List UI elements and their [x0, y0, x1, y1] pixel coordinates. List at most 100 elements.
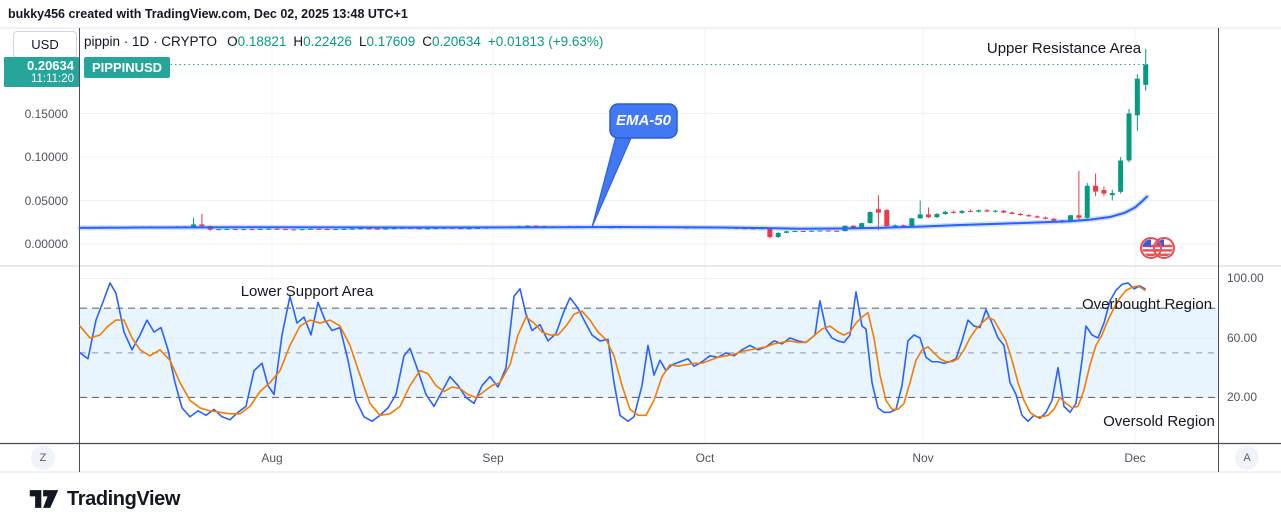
candle-body [241, 229, 247, 231]
candle-body [867, 211, 873, 224]
candle-body [1034, 216, 1040, 218]
candle-body [366, 228, 372, 230]
candle-body [1134, 78, 1140, 116]
month-label: Nov [912, 451, 934, 465]
candle-body [850, 225, 856, 229]
current-price-value: 0.20634 [27, 58, 74, 73]
candle-body [475, 227, 481, 229]
candle-body [349, 228, 355, 230]
candle-body [257, 228, 263, 230]
us-flag-event-icon[interactable] [1140, 237, 1162, 259]
candle-body [383, 228, 389, 230]
upper-resistance-annotation[interactable]: Upper Resistance Area [986, 40, 1142, 57]
candle-body [358, 228, 364, 230]
candle-body [341, 228, 347, 230]
candle-body [1084, 185, 1090, 218]
tradingview-logo-text: TradingView [67, 487, 181, 510]
stoch-d-line [79, 285, 1146, 418]
candle-body [391, 228, 397, 230]
flag-stripe [1142, 253, 1160, 256]
month-label: Sep [482, 451, 504, 465]
candle-body [859, 223, 865, 229]
candle-body [900, 225, 906, 227]
candle-body [458, 228, 464, 230]
us-flag-event-icon[interactable] [1153, 237, 1175, 259]
candle-body [926, 214, 932, 218]
candle-body [191, 224, 197, 227]
candle-body [992, 210, 998, 212]
candle-body [1126, 113, 1132, 161]
currency-scale-button[interactable]: USD [13, 31, 77, 58]
candle-body [1009, 212, 1015, 214]
candle-body [875, 209, 881, 213]
candle-body [1026, 215, 1032, 217]
candle-body [424, 228, 430, 230]
stoch-k-line [79, 282, 1146, 423]
flag-canton [1142, 239, 1151, 247]
change-value: +0.01813 (+9.63%) [487, 34, 604, 49]
ohlc-value: 0.18821 [237, 34, 287, 49]
price-tick-label: 0.00000 [24, 237, 68, 251]
bar-countdown: 11:11:20 [30, 73, 74, 85]
month-label: Oct [695, 451, 715, 465]
candle-body [199, 224, 205, 227]
chart-legend[interactable]: pippin · 1D · CRYPTO O0.18821 H0.22426 L0.1… [84, 34, 603, 49]
month-label: Dec [1124, 451, 1146, 465]
candle-body [792, 231, 798, 233]
ema-callout-label[interactable]: EMA-50 [615, 112, 671, 129]
price-tick-label: 0.05000 [24, 193, 68, 208]
price-tick-label: 0.15000 [24, 106, 68, 121]
flag-stripe [1142, 249, 1160, 252]
ema-callout-tail [591, 135, 633, 228]
candle-body [249, 229, 255, 231]
candle-body [775, 232, 781, 238]
candle-body [951, 211, 957, 213]
lower-support-annotation[interactable]: Lower Support Area [240, 283, 374, 300]
candle-body [942, 211, 948, 214]
candle-body [1143, 64, 1149, 85]
candle-body [224, 229, 230, 231]
stoch-tick-label: 20.00 [1227, 390, 1258, 405]
tradingview-logo-icon [29, 490, 59, 508]
ohlc-key: H [293, 34, 304, 49]
candle-body [767, 227, 773, 238]
candle-body [934, 213, 940, 218]
candle-body [784, 231, 790, 233]
candle-body [274, 228, 280, 230]
tradingview-logo[interactable]: TradingView [28, 486, 180, 512]
candle-body [316, 228, 322, 230]
candle-body [825, 230, 831, 232]
stoch-tick-label: 60.00 [1227, 330, 1258, 345]
candle-body [1042, 217, 1048, 219]
current-price-label: 0.20634 11:11:20 [4, 57, 79, 87]
ohlc-values: O0.18821 H0.22426 L0.17609 C0.20634 [227, 34, 488, 49]
ohlc-value: 0.17609 [366, 34, 416, 49]
ohlc-key: C [422, 34, 433, 49]
candle-body [299, 229, 305, 231]
oversold-annotation[interactable]: Oversold Region [1103, 413, 1215, 430]
ohlc-value: 0.20634 [432, 34, 481, 49]
reset-timescale-button[interactable]: Z [31, 446, 55, 470]
symbol-price-line-badge: PIPPINUSD [84, 57, 171, 78]
auto-scale-button[interactable]: A [1235, 446, 1259, 470]
stoch-tick-label: 100.00 [1227, 271, 1264, 286]
candle-body [750, 228, 756, 230]
month-label: Aug [261, 451, 283, 465]
candle-body [967, 210, 973, 212]
attribution-text: bukky456 created with TradingView.com, D… [8, 7, 408, 21]
candle-body [333, 229, 339, 231]
candle-body [1068, 215, 1074, 222]
overbought-annotation[interactable]: Overbought Region [1081, 296, 1213, 313]
candle-body [1118, 160, 1124, 192]
candle-body [959, 210, 965, 213]
ema50-line [79, 195, 1148, 230]
candle-body [909, 218, 915, 226]
ohlc-value: 0.22426 [303, 34, 352, 49]
candle-body [282, 229, 288, 231]
candle-body [984, 210, 990, 212]
ohlc-key: O [227, 34, 238, 49]
candle-body [1051, 218, 1057, 221]
candle-body [884, 210, 890, 227]
